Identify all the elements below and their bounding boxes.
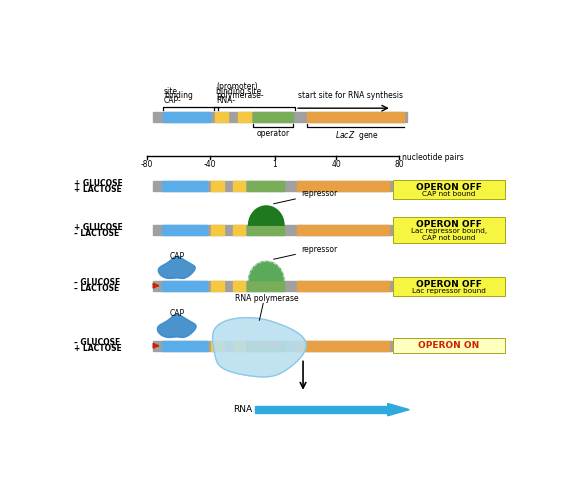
Text: site: site	[164, 87, 178, 96]
Bar	[215, 112, 228, 122]
Bar	[211, 181, 224, 191]
Bar	[162, 281, 207, 290]
Text: – GLUCOSE: – GLUCOSE	[75, 338, 120, 347]
Text: operator: operator	[257, 129, 289, 138]
Text: CAP: CAP	[169, 251, 184, 260]
Bar	[163, 112, 210, 122]
Text: CAP: CAP	[169, 309, 184, 318]
Bar	[162, 181, 207, 191]
Text: polymerase-: polymerase-	[216, 91, 264, 100]
Bar	[233, 281, 245, 290]
Bar	[153, 112, 407, 122]
Polygon shape	[249, 206, 284, 225]
Bar	[233, 225, 245, 235]
Text: RNA: RNA	[233, 405, 252, 414]
Bar	[247, 225, 284, 235]
Text: Lac repressor bound: Lac repressor bound	[412, 288, 485, 294]
Text: CAP-: CAP-	[164, 96, 181, 105]
Bar	[211, 281, 224, 290]
Text: repressor: repressor	[273, 245, 337, 259]
Bar	[153, 181, 392, 191]
Bar	[238, 112, 251, 122]
Text: binding: binding	[164, 91, 193, 100]
Text: + GLUCOSE: + GLUCOSE	[75, 179, 123, 188]
Text: + GLUCOSE: + GLUCOSE	[75, 223, 123, 232]
Text: OPERON OFF: OPERON OFF	[416, 183, 481, 192]
Text: Lac repressor bound,: Lac repressor bound,	[411, 228, 486, 234]
Bar	[211, 225, 224, 235]
Polygon shape	[212, 318, 306, 377]
Bar	[297, 225, 389, 235]
Polygon shape	[158, 256, 195, 279]
Bar	[253, 112, 293, 122]
Bar	[153, 341, 392, 351]
Bar	[307, 112, 405, 122]
Text: 1: 1	[272, 160, 277, 169]
Text: OPERON ON: OPERON ON	[418, 341, 479, 350]
Text: nucleotide pairs: nucleotide pairs	[402, 153, 464, 162]
Bar	[297, 281, 389, 290]
Text: CAP not bound: CAP not bound	[422, 191, 475, 197]
Bar	[233, 181, 245, 191]
Text: CAP not bound: CAP not bound	[422, 235, 475, 241]
Bar	[247, 341, 284, 351]
Text: start site for RNA synthesis: start site for RNA synthesis	[298, 91, 403, 100]
Text: OPERON OFF: OPERON OFF	[416, 220, 481, 229]
Bar	[153, 281, 392, 290]
Text: 80: 80	[394, 160, 404, 169]
Text: + LACTOSE: + LACTOSE	[75, 344, 122, 353]
Bar	[247, 181, 284, 191]
Bar	[233, 341, 245, 351]
Text: – GLUCOSE: – GLUCOSE	[75, 278, 120, 287]
Bar	[247, 281, 284, 290]
Text: OPERON OFF: OPERON OFF	[416, 281, 481, 289]
Text: $\it{LacZ}$  gene: $\it{LacZ}$ gene	[335, 129, 379, 142]
Polygon shape	[249, 261, 284, 281]
Text: – LACTOSE: – LACTOSE	[75, 229, 120, 238]
Bar	[211, 341, 224, 351]
FancyBboxPatch shape	[393, 180, 505, 200]
Bar	[297, 181, 389, 191]
Text: RNA polymerase: RNA polymerase	[235, 294, 299, 303]
Text: -80: -80	[141, 160, 153, 169]
Bar	[297, 341, 389, 351]
Text: repressor: repressor	[273, 189, 337, 204]
FancyBboxPatch shape	[393, 217, 505, 244]
FancyBboxPatch shape	[393, 277, 505, 296]
Bar	[162, 225, 207, 235]
Polygon shape	[158, 314, 196, 337]
Text: -40: -40	[203, 160, 216, 169]
Text: 40: 40	[331, 160, 341, 169]
Bar	[153, 225, 392, 235]
Text: (promoter): (promoter)	[216, 82, 258, 91]
Text: – LACTOSE: – LACTOSE	[75, 284, 120, 293]
Text: + LACTOSE: + LACTOSE	[75, 185, 122, 194]
Text: binding site: binding site	[216, 87, 262, 96]
Text: RNA-: RNA-	[216, 96, 235, 105]
FancyBboxPatch shape	[393, 338, 505, 353]
Bar	[162, 341, 207, 351]
Bar	[255, 406, 388, 413]
Polygon shape	[388, 404, 409, 416]
